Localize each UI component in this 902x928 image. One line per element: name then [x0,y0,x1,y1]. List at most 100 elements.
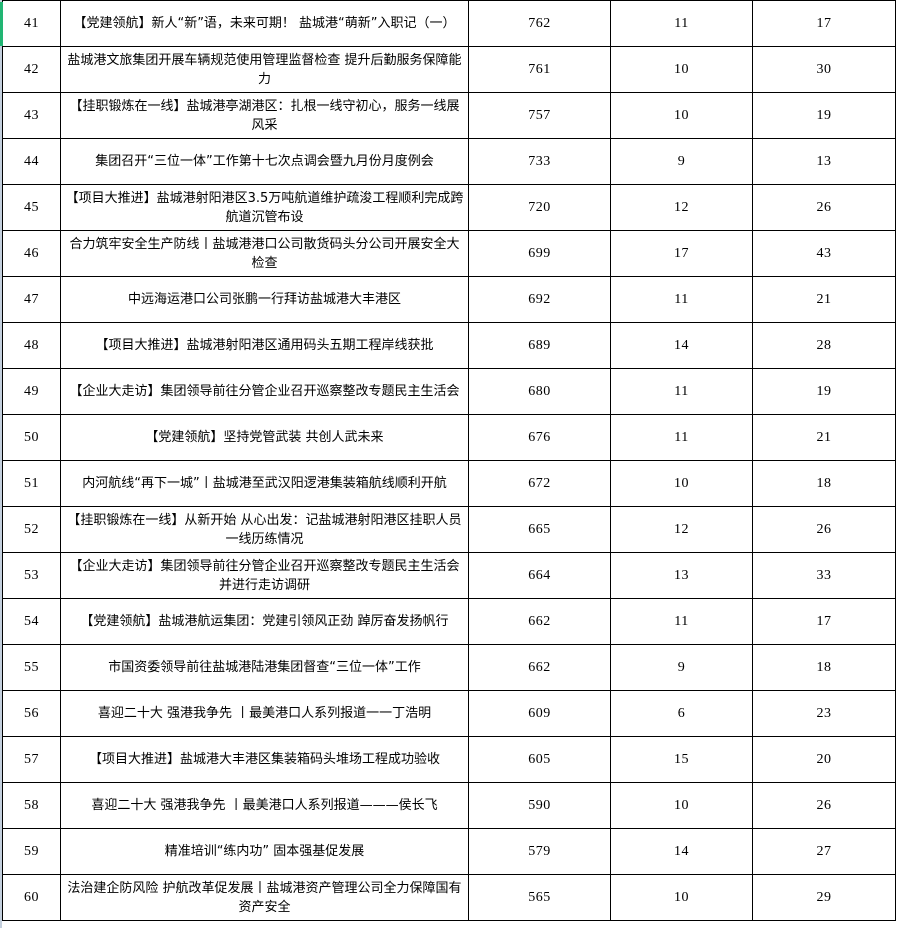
table-row[interactable]: 59 精准培训“练内功” 固本强基促发展 579 14 27 [2,828,896,875]
metric-cell-3[interactable]: 17 [752,0,896,47]
metric-cell-1[interactable]: 662 [468,598,611,645]
metric-cell-3[interactable]: 18 [752,460,896,507]
metric-cell-2[interactable]: 9 [610,644,753,691]
metric-cell-3[interactable]: 30 [752,46,896,93]
row-index-cell[interactable]: 53 [2,552,61,599]
article-title-cell[interactable]: 【项目大推进】盐城港射阳港区通用码头五期工程岸线获批 [60,322,469,369]
article-title-cell[interactable]: 喜迎二十大 强港我争先 丨最美港口人系列报道一一丁浩明 [60,690,469,737]
article-title-cell[interactable]: 合力筑牢安全生产防线丨盐城港港口公司散货码头分公司开展安全大检查 [60,230,469,277]
article-title-cell[interactable]: 市国资委领导前往盐城港陆港集团督查“三位一体”工作 [60,644,469,691]
row-index-cell[interactable]: 55 [2,644,61,691]
article-title-cell[interactable]: 法治建企防风险 护航改革促发展丨盐城港资产管理公司全力保障国有资产安全 [60,874,469,921]
article-title-cell[interactable]: 盐城港文旅集团开展车辆规范使用管理监督检查 提升后勤服务保障能力 [60,46,469,93]
article-title-cell[interactable]: 【挂职锻炼在一线】盐城港亭湖港区：扎根一线守初心，服务一线展风采 [60,92,469,139]
row-index-cell[interactable]: 43 [2,92,61,139]
table-row[interactable]: 43 【挂职锻炼在一线】盐城港亭湖港区：扎根一线守初心，服务一线展风采 757 10 1… [2,92,896,139]
metric-cell-3[interactable]: 29 [752,874,896,921]
table-row[interactable]: 42 盐城港文旅集团开展车辆规范使用管理监督检查 提升后勤服务保障能力 761 10 3… [2,46,896,93]
metric-cell-1[interactable]: 579 [468,828,611,875]
table-row[interactable]: 55 市国资委领导前往盐城港陆港集团督查“三位一体”工作 662 9 18 [2,644,896,691]
metric-cell-3[interactable]: 26 [752,506,896,553]
metric-cell-3[interactable]: 18 [752,644,896,691]
metric-cell-2[interactable]: 11 [610,414,753,461]
metric-cell-1[interactable]: 676 [468,414,611,461]
article-title-cell[interactable]: 【项目大推进】盐城港大丰港区集装箱码头堆场工程成功验收 [60,736,469,783]
metric-cell-3[interactable]: 43 [752,230,896,277]
metric-cell-2[interactable]: 10 [610,46,753,93]
metric-cell-2[interactable]: 12 [610,184,753,231]
article-title-cell[interactable]: 【党建领航】盐城港航运集团：党建引领风正劲 踔厉奋发扬帆行 [60,598,469,645]
table-row[interactable]: 54 【党建领航】盐城港航运集团：党建引领风正劲 踔厉奋发扬帆行 662 11 17 [2,598,896,645]
metric-cell-1[interactable]: 565 [468,874,611,921]
metric-cell-1[interactable]: 762 [468,0,611,47]
table-row[interactable]: 57 【项目大推进】盐城港大丰港区集装箱码头堆场工程成功验收 605 15 20 [2,736,896,783]
row-index-cell[interactable]: 60 [2,874,61,921]
metric-cell-1[interactable]: 720 [468,184,611,231]
metric-cell-1[interactable]: 761 [468,46,611,93]
metric-cell-2[interactable]: 15 [610,736,753,783]
metric-cell-2[interactable]: 10 [610,460,753,507]
table-row[interactable]: 56 喜迎二十大 强港我争先 丨最美港口人系列报道一一丁浩明 609 6 23 [2,690,896,737]
row-index-cell[interactable]: 46 [2,230,61,277]
row-index-cell[interactable]: 57 [2,736,61,783]
article-title-cell[interactable]: 【项目大推进】盐城港射阳港区3.5万吨航道维护疏浚工程顺利完成跨航道沉管布设 [60,184,469,231]
table-row[interactable]: 47 中远海运港口公司张鹏一行拜访盐城港大丰港区 692 11 21 [2,276,896,323]
metric-cell-3[interactable]: 26 [752,184,896,231]
article-title-cell[interactable]: 【党建领航】坚持党管武装 共创人武未来 [60,414,469,461]
row-index-cell[interactable]: 56 [2,690,61,737]
metric-cell-3[interactable]: 21 [752,414,896,461]
metric-cell-2[interactable]: 11 [610,0,753,47]
row-index-cell[interactable]: 58 [2,782,61,829]
metric-cell-2[interactable]: 9 [610,138,753,185]
table-row[interactable]: 53 【企业大走访】集团领导前往分管企业召开巡察整改专题民主生活会并进行走访调研 6… [2,552,896,599]
metric-cell-3[interactable]: 27 [752,828,896,875]
metric-cell-3[interactable]: 21 [752,276,896,323]
article-title-cell[interactable]: 精准培训“练内功” 固本强基促发展 [60,828,469,875]
article-title-cell[interactable]: 集团召开“三位一体”工作第十七次点调会暨九月份月度例会 [60,138,469,185]
row-index-cell[interactable]: 47 [2,276,61,323]
metric-cell-3[interactable]: 17 [752,598,896,645]
metric-cell-2[interactable]: 14 [610,322,753,369]
metric-cell-2[interactable]: 11 [610,598,753,645]
metric-cell-3[interactable]: 28 [752,322,896,369]
table-row[interactable]: 49 【企业大走访】集团领导前往分管企业召开巡察整改专题民主生活会 680 11 19 [2,368,896,415]
table-row[interactable]: 45 【项目大推进】盐城港射阳港区3.5万吨航道维护疏浚工程顺利完成跨航道沉管布设… [2,184,896,231]
row-index-cell[interactable]: 51 [2,460,61,507]
metric-cell-2[interactable]: 10 [610,874,753,921]
metric-cell-1[interactable]: 672 [468,460,611,507]
metric-cell-2[interactable]: 10 [610,782,753,829]
metric-cell-1[interactable]: 733 [468,138,611,185]
metric-cell-2[interactable]: 11 [610,276,753,323]
row-index-cell[interactable]: 45 [2,184,61,231]
metric-cell-2[interactable]: 17 [610,230,753,277]
article-title-cell[interactable]: 内河航线“再下一城”丨盐城港至武汉阳逻港集装箱航线顺利开航 [60,460,469,507]
metric-cell-2[interactable]: 6 [610,690,753,737]
metric-cell-1[interactable]: 680 [468,368,611,415]
row-index-cell[interactable]: 59 [2,828,61,875]
table-row[interactable]: 50 【党建领航】坚持党管武装 共创人武未来 676 11 21 [2,414,896,461]
article-title-cell[interactable]: 【企业大走访】集团领导前往分管企业召开巡察整改专题民主生活会 [60,368,469,415]
metric-cell-1[interactable]: 699 [468,230,611,277]
metric-cell-1[interactable]: 692 [468,276,611,323]
metric-cell-2[interactable]: 10 [610,92,753,139]
metric-cell-3[interactable]: 33 [752,552,896,599]
article-title-cell[interactable]: 【党建领航】新人“新”语，未来可期！ 盐城港“萌新”入职记（一） [60,0,469,47]
metric-cell-3[interactable]: 23 [752,690,896,737]
article-title-cell[interactable]: 中远海运港口公司张鹏一行拜访盐城港大丰港区 [60,276,469,323]
row-index-cell[interactable]: 49 [2,368,61,415]
metric-cell-1[interactable]: 590 [468,782,611,829]
metric-cell-2[interactable]: 14 [610,828,753,875]
article-title-cell[interactable]: 喜迎二十大 强港我争先 丨最美港口人系列报道———侯长飞 [60,782,469,829]
row-index-cell[interactable]: 42 [2,46,61,93]
metric-cell-1[interactable]: 664 [468,552,611,599]
metric-cell-2[interactable]: 13 [610,552,753,599]
table-row[interactable]: 51 内河航线“再下一城”丨盐城港至武汉阳逻港集装箱航线顺利开航 672 10 18 [2,460,896,507]
metric-cell-1[interactable]: 689 [468,322,611,369]
row-index-cell[interactable]: 50 [2,414,61,461]
metric-cell-1[interactable]: 609 [468,690,611,737]
metric-cell-3[interactable]: 26 [752,782,896,829]
row-index-cell[interactable]: 48 [2,322,61,369]
metric-cell-2[interactable]: 12 [610,506,753,553]
row-index-cell[interactable]: 52 [2,506,61,553]
table-row[interactable]: 48 【项目大推进】盐城港射阳港区通用码头五期工程岸线获批 689 14 28 [2,322,896,369]
